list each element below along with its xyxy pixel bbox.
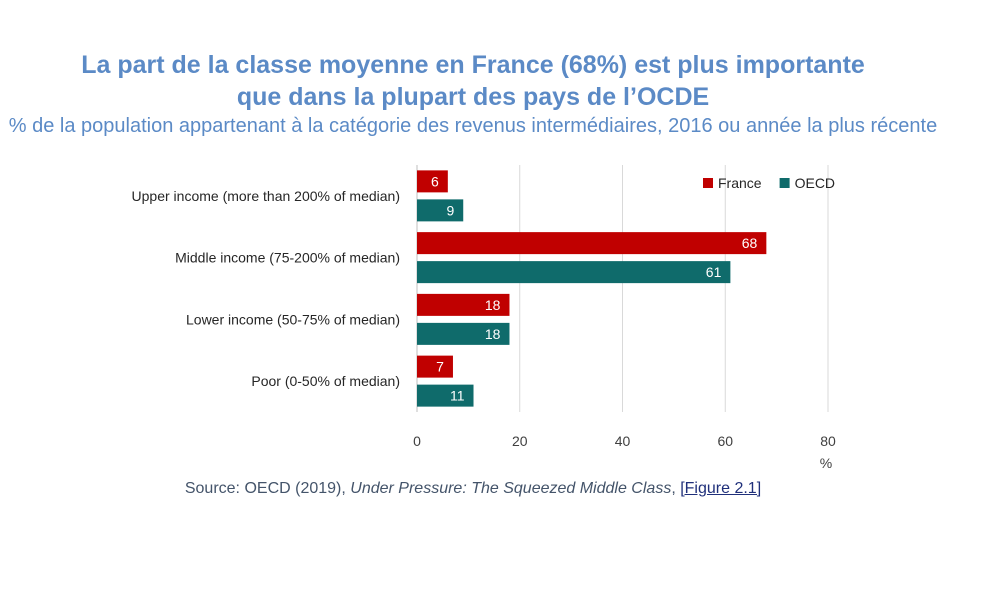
bar-france <box>417 232 767 255</box>
y-category-label: Upper income (more than 200% of median) <box>132 188 400 204</box>
chart-title-line-2: que dans la plupart des pays de l’OCDE <box>236 83 710 111</box>
y-category-label: Lower income (50-75% of median) <box>186 311 400 327</box>
chart-subtitle: % de la population appartenant à la caté… <box>8 115 938 137</box>
data-label-france: 18 <box>485 297 501 313</box>
source-separator: , <box>671 480 681 497</box>
data-label-france: 6 <box>431 173 439 189</box>
x-tick-label-0: 0 <box>413 433 421 449</box>
data-label-oecd: 61 <box>706 264 722 280</box>
legend-swatch-france <box>703 178 713 188</box>
bar-france <box>417 355 453 378</box>
data-label-oecd: 18 <box>485 326 501 342</box>
data-label-oecd: 11 <box>450 388 465 404</box>
source-note: Source: OECD (2019), Under Pressure: The… <box>0 480 946 498</box>
bar-oecd <box>417 384 474 407</box>
data-label-france: 7 <box>436 359 444 375</box>
x-tick-label-40: 40 <box>615 433 631 449</box>
data-label-france: 68 <box>742 235 758 251</box>
bar-oecd <box>417 322 510 345</box>
legend-label-france: France <box>718 175 762 191</box>
data-label-oecd: 9 <box>446 202 454 218</box>
bar-france <box>417 293 510 316</box>
y-category-label: Poor (0-50% of median) <box>251 373 400 389</box>
y-category-label: Middle income (75-200% of median) <box>175 250 400 266</box>
source-publication-title: Under Pressure: The Squeezed Middle Clas… <box>350 480 672 497</box>
source-prefix: Source: OECD (2019), <box>184 480 351 497</box>
x-axis-label: % <box>820 455 832 471</box>
bar-oecd <box>417 261 731 284</box>
x-tick-label-20: 20 <box>512 433 528 449</box>
legend-swatch-oecd <box>779 178 790 188</box>
bar-france <box>417 170 448 193</box>
bar-oecd <box>417 199 464 222</box>
chart-title-line-1: La part de la classe moyenne en France (… <box>81 51 865 79</box>
x-tick-label-80: 80 <box>820 433 836 449</box>
x-tick-label-60: 60 <box>717 433 733 449</box>
legend-label-oecd: OECD <box>795 175 835 191</box>
figure-link[interactable]: [Figure 2.1] <box>680 480 762 497</box>
